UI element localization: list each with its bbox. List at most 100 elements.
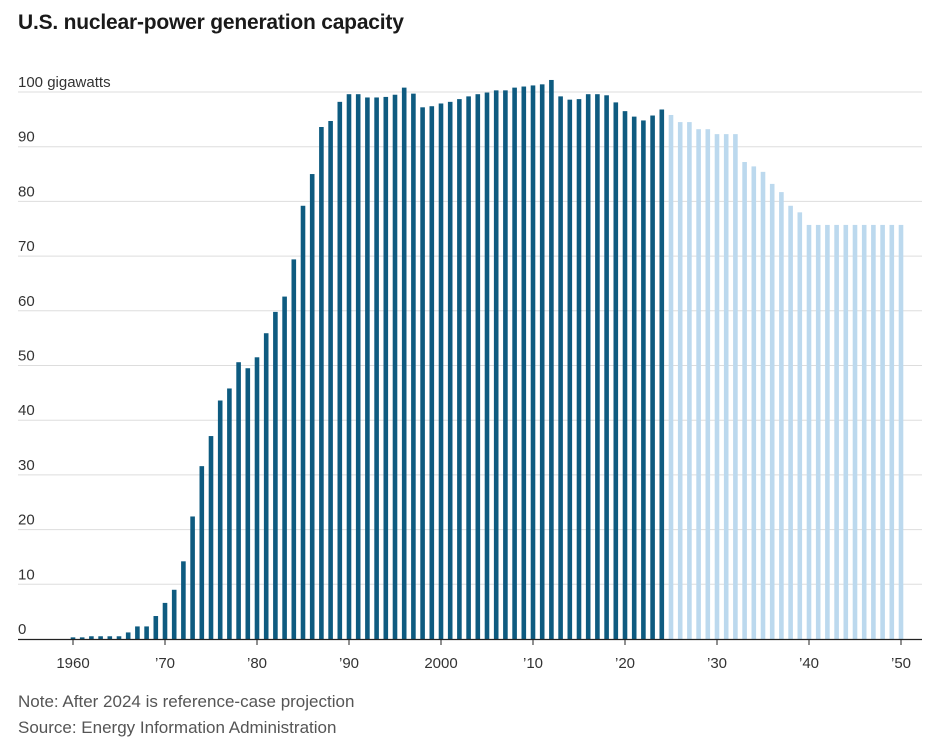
bar-historical [273, 311, 278, 639]
chart-note: Note: After 2024 is reference-case proje… [18, 692, 355, 711]
bar-projection [769, 183, 775, 639]
bar-historical [558, 96, 563, 640]
y-tick-label: 80 [18, 183, 35, 200]
bar-historical [227, 388, 232, 639]
y-tick-label: 100 gigawatts [18, 74, 111, 91]
x-tick-label: ’10 [523, 655, 543, 672]
bar-projection [815, 224, 821, 639]
bar-projection [733, 134, 738, 639]
bar-projection [852, 224, 858, 639]
bar-historical [447, 101, 453, 639]
x-tick-label: ’70 [155, 655, 175, 672]
bar-projection [668, 114, 674, 639]
bar-projection [714, 134, 720, 639]
bar-historical [300, 205, 306, 639]
y-tick-label: 30 [18, 457, 35, 474]
bar-historical [254, 357, 260, 639]
bar-historical [429, 106, 435, 640]
bar-historical [181, 561, 186, 639]
bar-projection [806, 224, 812, 639]
x-tick-label: ’20 [615, 655, 635, 672]
bar-historical [135, 626, 140, 639]
bar-historical [116, 636, 122, 639]
bar-projection [861, 224, 867, 639]
y-tick-label: 10 [18, 566, 35, 583]
bar-historical [70, 637, 76, 639]
bar-historical [641, 120, 646, 640]
y-tick-label: 90 [18, 129, 35, 146]
bar-historical [79, 637, 85, 639]
bar-historical [190, 516, 195, 639]
bar-historical [355, 94, 361, 640]
bar-projection [760, 171, 766, 639]
bar-historical [659, 109, 665, 639]
bar-projection [677, 122, 683, 639]
bar-historical [595, 94, 600, 640]
bar-projection [788, 205, 793, 639]
bar-historical [503, 90, 508, 639]
bar-projection [687, 122, 692, 639]
bar-historical [604, 95, 609, 640]
x-tick-label: 2000 [424, 655, 457, 672]
bar-projection [797, 212, 803, 639]
bar-historical [144, 626, 149, 639]
bar-historical [466, 96, 471, 640]
bar-historical [263, 333, 269, 639]
x-tick-label: ’90 [339, 655, 359, 672]
bar-projection [889, 224, 895, 639]
bar-historical [438, 103, 444, 639]
bar-historical [309, 174, 315, 640]
x-axis: 1960 ’70 ’80 ’90 2000 ’10 ’20 ’30 ’40 ’50 [18, 638, 922, 672]
bar-historical [337, 101, 343, 639]
y-tick-label: 20 [18, 512, 35, 529]
bar-historical [530, 85, 536, 640]
bar-projection [843, 224, 849, 639]
bar-historical [365, 97, 370, 640]
bar-historical [392, 94, 398, 640]
bar-historical [613, 102, 619, 639]
bar-historical [98, 636, 103, 639]
bar-historical [217, 400, 223, 639]
bar-historical [153, 616, 159, 639]
bar-historical [162, 602, 168, 639]
bar-historical [199, 466, 205, 639]
chart-title: U.S. nuclear-power generation capacity [18, 11, 404, 34]
bar-historical [107, 636, 113, 639]
bar-projection [871, 224, 876, 639]
bar-historical [346, 94, 352, 640]
bar-historical [567, 99, 573, 639]
bar-projection [779, 192, 784, 639]
bar-projection [834, 224, 839, 639]
bar-historical [475, 94, 481, 640]
chart-source: Source: Energy Information Administratio… [18, 718, 337, 737]
y-axis-labels: 0 10 20 30 40 50 60 70 80 90 100 gigawatts [18, 74, 111, 638]
y-tick-label: 70 [18, 238, 35, 255]
bar-historical [512, 87, 517, 639]
x-tick-label: ’50 [891, 655, 911, 672]
bar-historical [484, 92, 490, 639]
bar-historical [245, 368, 251, 639]
bar-historical [236, 362, 241, 639]
bar-historical [171, 589, 177, 639]
bar-projection [880, 224, 885, 639]
bar-projection [705, 129, 711, 640]
y-tick-label: 60 [18, 293, 35, 310]
bar-historical [631, 116, 637, 640]
bar-projection [898, 224, 904, 639]
bar-historical [383, 96, 389, 640]
y-tick-label: 40 [18, 402, 35, 419]
bar-historical [539, 84, 545, 640]
bars [70, 79, 904, 640]
x-tick-label: 1960 [56, 655, 89, 672]
bar-projection [751, 166, 757, 639]
bar-historical [411, 93, 416, 640]
bar-historical [549, 79, 554, 639]
bar-historical [374, 97, 379, 640]
bar-chart: 0 10 20 30 40 50 60 70 80 90 100 gigawatts 1960 ’70… [18, 74, 922, 672]
bar-projection [723, 134, 729, 639]
x-tick-label: ’30 [707, 655, 727, 672]
bar-historical [89, 636, 94, 639]
bar-historical [493, 90, 499, 639]
bar-historical [585, 94, 591, 640]
bar-historical [401, 87, 407, 639]
